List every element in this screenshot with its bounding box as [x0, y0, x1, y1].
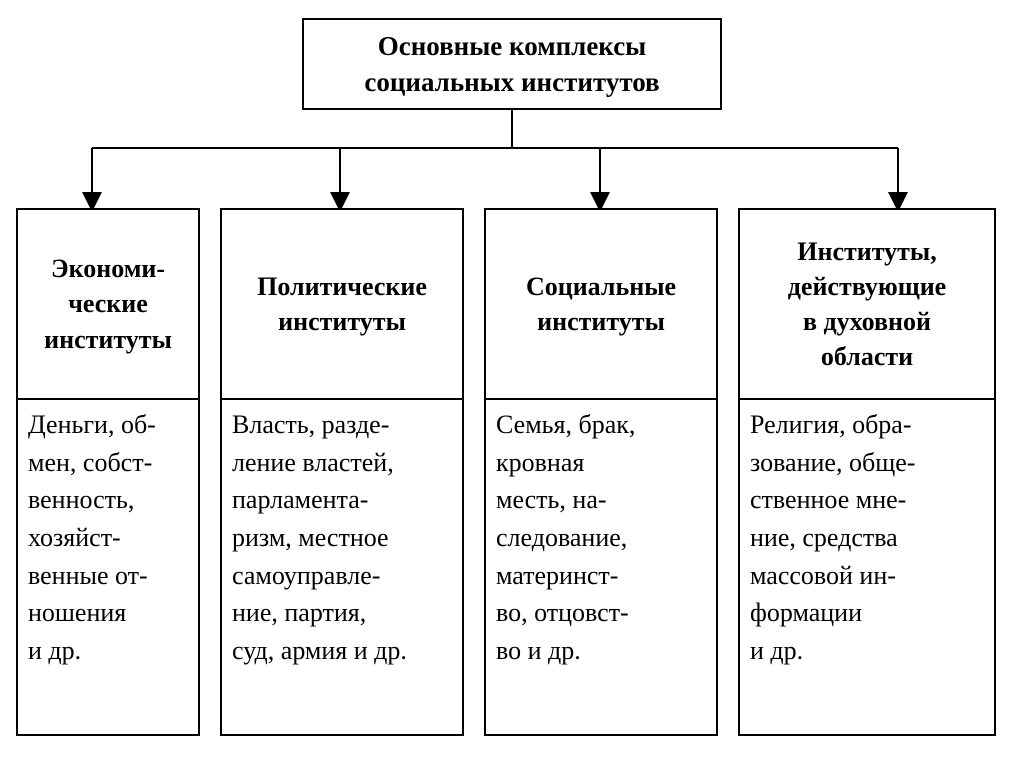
child-header-0: Экономи-ческиеинституты: [16, 208, 200, 400]
child-header-text-0: Экономи-ческиеинституты: [44, 251, 172, 356]
child-body-text-1: Власть, разде-ление властей,парламента-р…: [232, 406, 452, 670]
root-node: Основные комплексысоциальных институтов: [302, 18, 722, 110]
child-header-3: Институты,действующиев духовнойобласти: [738, 208, 996, 400]
child-header-text-2: Социальныеинституты: [526, 269, 676, 339]
child-header-text-1: Политическиеинституты: [257, 269, 427, 339]
child-body-2: Семья, брак,кровнаяместь, на-следование,…: [484, 400, 718, 736]
child-body-0: Деньги, об-мен, собст-венность,хозяйст-в…: [16, 400, 200, 736]
child-header-2: Социальныеинституты: [484, 208, 718, 400]
child-body-text-3: Религия, обра-зование, обще-ственное мне…: [750, 406, 984, 670]
diagram-canvas: Основные комплексысоциальных институтов …: [0, 0, 1024, 768]
child-header-text-3: Институты,действующиев духовнойобласти: [788, 234, 946, 374]
root-node-text: Основные комплексысоциальных институтов: [364, 28, 659, 101]
child-header-1: Политическиеинституты: [220, 208, 464, 400]
child-body-text-0: Деньги, об-мен, собст-венность,хозяйст-в…: [28, 406, 188, 670]
child-body-3: Религия, обра-зование, обще-ственное мне…: [738, 400, 996, 736]
child-body-text-2: Семья, брак,кровнаяместь, на-следование,…: [496, 406, 706, 670]
child-body-1: Власть, разде-ление властей,парламента-р…: [220, 400, 464, 736]
